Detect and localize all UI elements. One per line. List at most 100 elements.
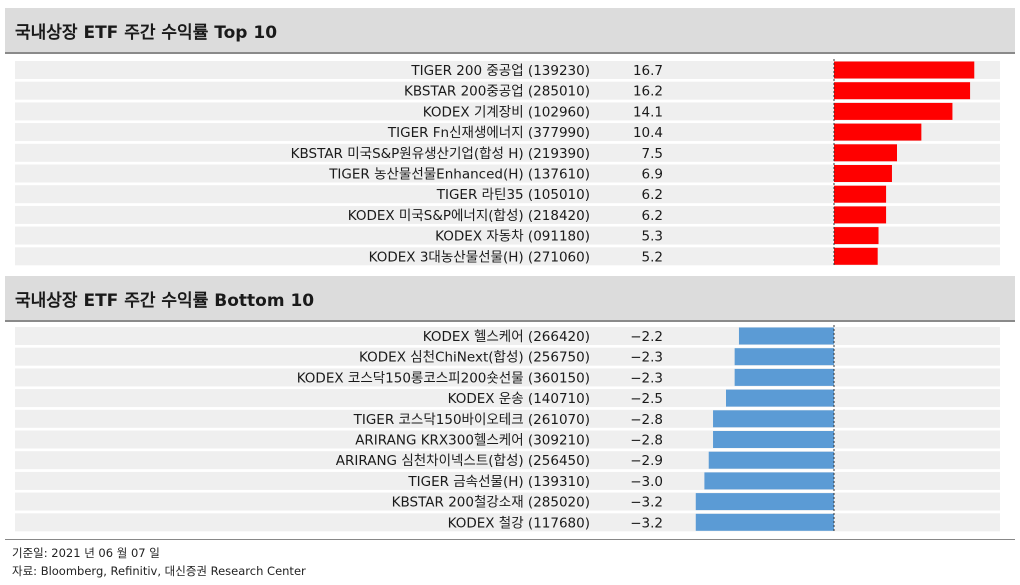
- top-value-label: 5.3: [642, 229, 663, 245]
- top-row: KBSTAR 미국S&P원유생산기업(합성 H) (219390) 7.5: [15, 143, 1000, 162]
- bottom-category-label: TIGER 코스닥150바이오테크 (261070): [353, 412, 590, 428]
- bottom-category-label: KODEX 헬스케어 (266420): [423, 329, 590, 345]
- bottom-row: TIGER 금속선물(H) (139310) −3.0: [15, 471, 1000, 490]
- footer-divider: [5, 539, 1015, 540]
- top-value-label: 16.7: [633, 63, 663, 79]
- top-row: TIGER 농산물선물Enhanced(H) (137610) 6.9: [15, 164, 1000, 183]
- bottom-category-label: KODEX 코스닥150롱코스피200숏선물 (360150): [297, 370, 590, 386]
- bottom-category-label: TIGER 금속선물(H) (139310): [407, 474, 590, 490]
- bottom-row: KODEX 헬스케어 (266420) −2.2: [15, 327, 1000, 345]
- top-row: KODEX 미국S&P에너지(합성) (218420) 6.2: [15, 205, 1000, 224]
- top-category-label: KODEX 기계장비 (102960): [423, 104, 590, 120]
- footer-source: 자료: Bloomberg, Refinitiv, 대신증권 Research …: [12, 564, 306, 578]
- bottom-row: ARIRANG 심천차이넥스트(합성) (256450) −2.9: [15, 451, 1000, 470]
- top-bar: [834, 144, 897, 162]
- bottom-bar: [708, 451, 834, 469]
- footer-date: 기준일: 2021 년 06 월 07 일: [12, 546, 160, 560]
- bottom-row: KODEX 운송 (140710) −2.5: [15, 389, 1000, 408]
- bottom-row: KODEX 코스닥150롱코스피200숏선물 (360150) −2.3: [15, 368, 1000, 387]
- top-category-label: KODEX 미국S&P에너지(합성) (218420): [348, 208, 590, 224]
- bottom-bar: [704, 472, 834, 490]
- top-bar: [834, 247, 878, 265]
- top-value-label: 6.2: [642, 187, 663, 203]
- bottom-category-label: KODEX 운송 (140710): [448, 391, 590, 407]
- top-bar: [834, 185, 887, 203]
- bottom-bar: [734, 368, 834, 386]
- bottom-value-label: −2.5: [630, 391, 663, 407]
- top-category-label: TIGER 200 중공업 (139230): [410, 63, 590, 79]
- bottom-value-label: −2.2: [630, 329, 663, 345]
- bottom-category-label: ARIRANG 심천차이넥스트(합성) (256450): [336, 453, 590, 469]
- top-row-band: [15, 226, 1000, 245]
- section-header-top: 국내상장 ETF 주간 수익률 Top 10: [5, 8, 1015, 54]
- top-row-band: [15, 123, 1000, 142]
- bottom-value-label: −2.3: [630, 350, 663, 366]
- top-row-band: [15, 81, 1000, 100]
- bottom10-chart: KODEX 헬스케어 (266420) −2.2 KODEX 심천ChiNext(합…: [15, 325, 1000, 532]
- bottom-category-label: ARIRANG KRX300헬스케어 (309210): [355, 433, 590, 449]
- top-row-band: [15, 185, 1000, 204]
- top10-chart: TIGER 200 중공업 (139230) 16.7 KBSTAR 200중공업 …: [15, 59, 1000, 266]
- section-title-bottom: 국내상장 ETF 주간 수익률 Bottom 10: [15, 290, 315, 311]
- top-row-band: [15, 247, 1000, 266]
- bottom-row: KODEX 심천ChiNext(합성) (256750) −2.3: [15, 347, 1000, 366]
- bottom-value-label: −2.3: [630, 370, 663, 386]
- top-category-label: KBSTAR 미국S&P원유생산기업(합성 H) (219390): [291, 146, 590, 162]
- top-row: KBSTAR 200중공업 (285010) 16.2: [15, 81, 1000, 100]
- top-bar: [834, 206, 887, 224]
- bottom-value-label: −3.2: [630, 495, 663, 511]
- top-bar: [834, 61, 975, 79]
- bottom-category-label: KBSTAR 200철강소재 (285020): [392, 495, 590, 511]
- bottom-value-label: −3.0: [630, 474, 663, 490]
- top-category-label: TIGER 라틴35 (105010): [436, 187, 590, 203]
- top-bar: [834, 165, 892, 182]
- bottom-value-label: −2.8: [630, 433, 663, 449]
- top-category-label: KBSTAR 200중공업 (285010): [404, 84, 590, 100]
- top-row-band: [15, 143, 1000, 162]
- top-value-label: 6.2: [642, 208, 663, 224]
- bottom-bar: [726, 389, 834, 407]
- top-row: TIGER 200 중공업 (139230) 16.7: [15, 61, 1000, 79]
- top-bar: [834, 227, 879, 245]
- bottom-bar: [734, 348, 834, 366]
- top-bar: [834, 102, 953, 120]
- top-value-label: 6.9: [642, 167, 663, 183]
- top-value-label: 14.1: [633, 104, 663, 120]
- top-value-label: 7.5: [642, 146, 663, 162]
- bottom-bar: [713, 431, 834, 448]
- top-category-label: TIGER 농산물선물Enhanced(H) (137610): [328, 167, 590, 183]
- top-row: KODEX 3대농산물선물(H) (271060) 5.2: [15, 247, 1000, 266]
- top-row: KODEX 기계장비 (102960) 14.1: [15, 102, 1000, 121]
- bottom-bar: [713, 410, 834, 428]
- bottom-category-label: KODEX 철강 (117680): [448, 515, 590, 531]
- top-category-label: TIGER Fn신재생에너지 (377990): [387, 125, 590, 141]
- bottom-row: KBSTAR 200철강소재 (285020) −3.2: [15, 492, 1000, 511]
- top-category-label: KODEX 3대농산물선물(H) (271060): [369, 249, 590, 265]
- section-header-bottom: 국내상장 ETF 주간 수익률 Bottom 10: [5, 276, 1015, 322]
- top-row-band: [15, 205, 1000, 224]
- top-row-band: [15, 61, 1000, 79]
- top-row: TIGER Fn신재생에너지 (377990) 10.4: [15, 123, 1000, 142]
- bottom-row: KODEX 철강 (117680) −3.2: [15, 513, 1000, 532]
- top-row: KODEX 자동차 (091180) 5.3: [15, 226, 1000, 245]
- top-value-label: 16.2: [633, 84, 663, 100]
- top-bar: [834, 123, 922, 141]
- bottom-bar: [738, 327, 834, 345]
- bottom-value-label: −3.2: [630, 515, 663, 531]
- bottom-value-label: −2.9: [630, 453, 663, 469]
- bottom-row: TIGER 코스닥150바이오테크 (261070) −2.8: [15, 409, 1000, 428]
- bottom-value-label: −2.8: [630, 412, 663, 428]
- top-category-label: KODEX 자동차 (091180): [435, 229, 590, 245]
- section-title-top: 국내상장 ETF 주간 수익률 Top 10: [15, 22, 278, 43]
- top-row: TIGER 라틴35 (105010) 6.2: [15, 185, 1000, 204]
- top-value-label: 10.4: [633, 125, 663, 141]
- top-value-label: 5.2: [642, 249, 663, 265]
- bottom-bar: [695, 493, 834, 511]
- bottom-category-label: KODEX 심천ChiNext(합성) (256750): [359, 350, 590, 366]
- top-row-band: [15, 164, 1000, 183]
- bottom-row: ARIRANG KRX300헬스케어 (309210) −2.8: [15, 430, 1000, 449]
- top-bar: [834, 82, 971, 100]
- top-row-band: [15, 102, 1000, 121]
- bottom-bar: [695, 513, 834, 531]
